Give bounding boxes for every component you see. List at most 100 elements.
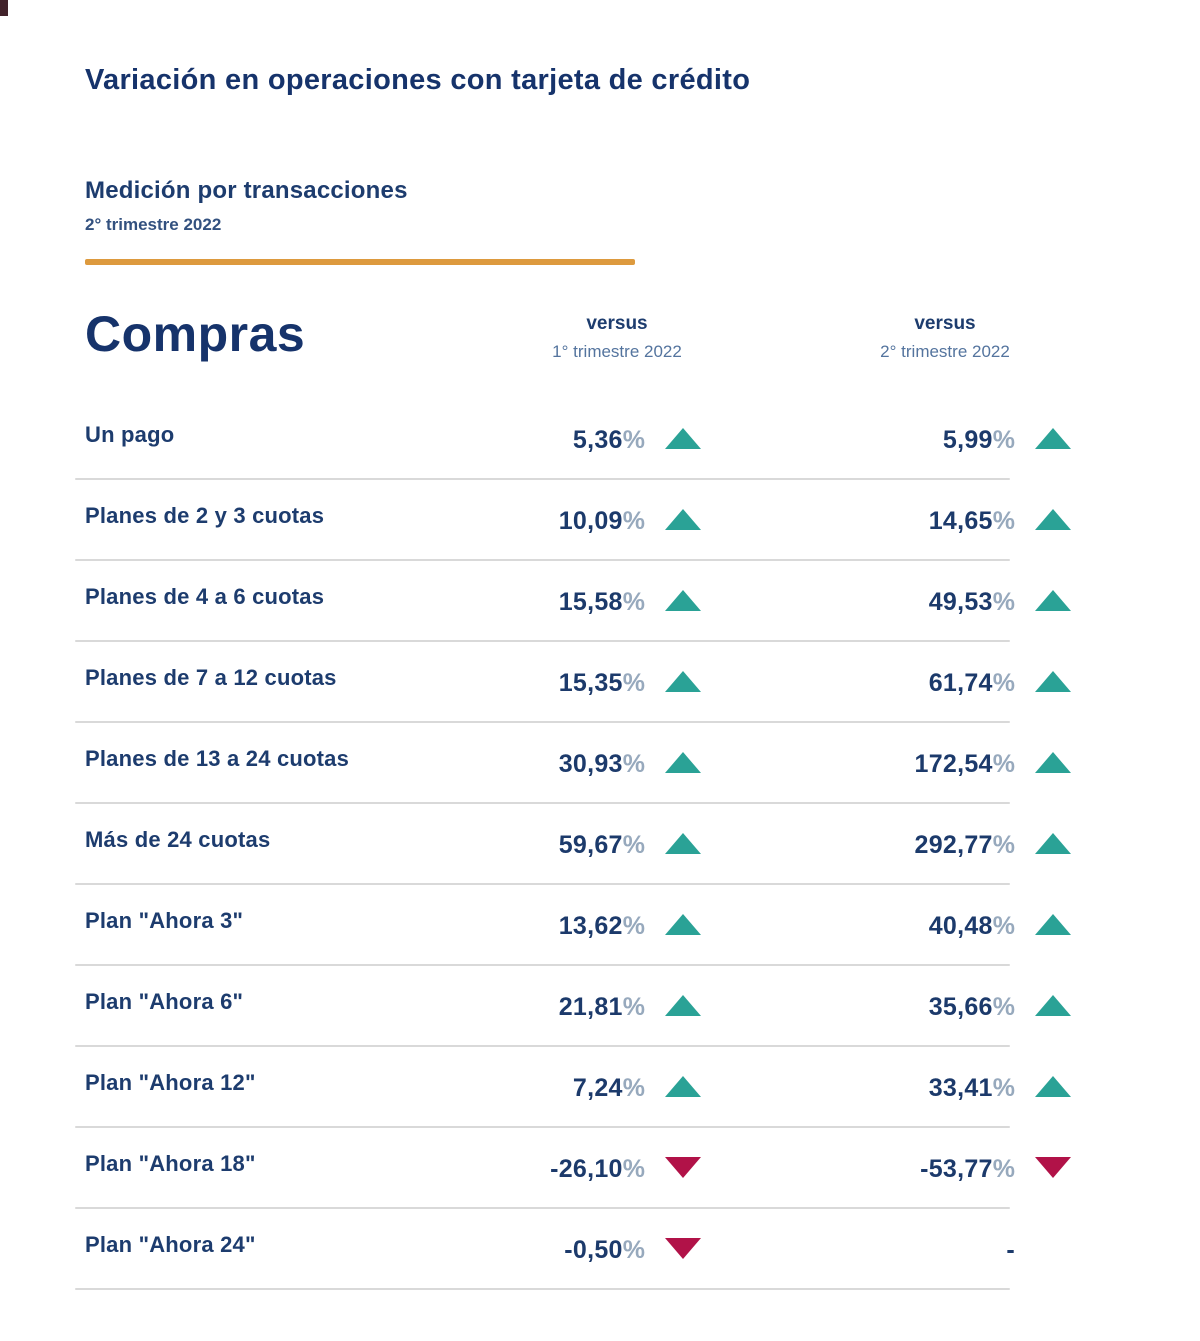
percent-sign: %	[622, 912, 645, 940]
percent-sign: %	[992, 993, 1015, 1021]
table-row: Planes de 2 y 3 cuotas 10,09% 14,65%	[75, 480, 1085, 561]
value-vs-q1: -0,50%	[564, 1236, 645, 1264]
column-header-vs-q2: versus 2° trimestre 2022	[880, 313, 1010, 362]
percent-sign: %	[992, 588, 1015, 616]
table-row: Planes de 4 a 6 cuotas 15,58% 49,53%	[75, 561, 1085, 642]
table-row: Plan "Ahora 6" 21,81% 35,66%	[75, 966, 1085, 1047]
section-subtitle: 2° trimestre 2022	[85, 215, 222, 234]
percent-sign: %	[622, 1236, 645, 1264]
row-label: Planes de 2 y 3 cuotas	[85, 502, 325, 528]
percent-sign: %	[622, 669, 645, 697]
value-vs-q2: 14,65%	[928, 507, 1015, 535]
row-label: Un pago	[85, 421, 175, 447]
percent-sign: %	[622, 588, 645, 616]
trend-up-icon	[1035, 589, 1071, 611]
value-vs-q2: 172,54%	[914, 750, 1016, 778]
row-label: Más de 24 cuotas	[85, 826, 271, 852]
trend-up-icon	[665, 994, 701, 1016]
corner-mark	[0, 0, 8, 16]
row-label: Plan "Ahora 6"	[85, 988, 244, 1014]
orange-divider	[85, 259, 635, 265]
trend-down-icon	[1035, 1156, 1071, 1178]
trend-up-icon	[1035, 913, 1071, 935]
value-vs-q1: 15,35%	[558, 669, 645, 697]
percent-sign: %	[992, 912, 1015, 940]
value-vs-q1: 13,62%	[558, 912, 645, 940]
value-vs-q2: 292,77%	[914, 831, 1016, 859]
percent-sign: %	[622, 1155, 645, 1183]
percent-sign: %	[992, 426, 1015, 454]
trend-up-icon	[665, 832, 701, 854]
trend-up-icon	[1035, 670, 1071, 692]
table-row: Un pago 5,36% 5,99%	[75, 399, 1085, 480]
table-header: Compras versus 1° trimestre 2022 versus …	[85, 306, 1085, 399]
column-versus-label: versus	[586, 313, 648, 334]
value-vs-q2: -53,77%	[920, 1155, 1015, 1183]
trend-up-icon	[1035, 427, 1071, 449]
percent-sign: %	[622, 507, 645, 535]
row-label: Plan "Ahora 18"	[85, 1150, 256, 1176]
column-header-vs-q1: versus 1° trimestre 2022	[552, 313, 682, 362]
value-vs-q1: 59,67%	[558, 831, 645, 859]
percent-sign: %	[622, 426, 645, 454]
value-vs-q1: 5,36%	[572, 426, 645, 454]
data-table: Un pago 5,36% 5,99% Planes de 2 y 3 cuot…	[75, 399, 1085, 1290]
row-label: Planes de 7 a 12 cuotas	[85, 664, 337, 690]
percent-sign: %	[992, 1074, 1015, 1102]
section-header: Medición por transacciones 2° trimestre …	[85, 177, 1200, 265]
trend-up-icon	[1035, 751, 1071, 773]
value-vs-q2: 49,53%	[928, 588, 1015, 616]
value-vs-q2: 35,66%	[928, 993, 1015, 1021]
trend-down-icon	[665, 1156, 701, 1178]
row-label: Plan "Ahora 24"	[85, 1231, 256, 1257]
column-period-label: 1° trimestre 2022	[552, 342, 682, 361]
table-row: Plan "Ahora 24" -0,50% -	[75, 1209, 1085, 1290]
value-vs-q1: 21,81%	[558, 993, 645, 1021]
column-period-label: 2° trimestre 2022	[880, 342, 1010, 361]
row-label: Planes de 13 a 24 cuotas	[85, 745, 350, 771]
value-vs-q2: -	[1006, 1236, 1015, 1264]
trend-up-icon	[665, 508, 701, 530]
group-title: Compras	[85, 306, 306, 362]
table-row: Planes de 13 a 24 cuotas 30,93% 172,54%	[75, 723, 1085, 804]
value-vs-q2: 33,41%	[928, 1074, 1015, 1102]
table-row: Plan "Ahora 18" -26,10% -53,77%	[75, 1128, 1085, 1209]
value-vs-q2: 40,48%	[928, 912, 1015, 940]
percent-sign: %	[992, 669, 1015, 697]
percent-sign: %	[622, 831, 645, 859]
trend-up-icon	[665, 670, 701, 692]
value-vs-q1: 15,58%	[558, 588, 645, 616]
table-row: Planes de 7 a 12 cuotas 15,35% 61,74%	[75, 642, 1085, 723]
trend-up-icon	[665, 913, 701, 935]
trend-up-icon	[665, 589, 701, 611]
trend-up-icon	[665, 1075, 701, 1097]
value-vs-q1: 30,93%	[558, 750, 645, 778]
trend-up-icon	[1035, 1075, 1071, 1097]
value-vs-q2: 5,99%	[942, 426, 1015, 454]
percent-sign: %	[992, 507, 1015, 535]
row-label: Planes de 4 a 6 cuotas	[85, 583, 325, 609]
percent-sign: %	[622, 750, 645, 778]
trend-up-icon	[1035, 508, 1071, 530]
value-vs-q1: -26,10%	[550, 1155, 645, 1183]
row-label: Plan "Ahora 3"	[85, 907, 244, 933]
trend-up-icon	[665, 751, 701, 773]
value-vs-q1: 10,09%	[558, 507, 645, 535]
value-vs-q2: 61,74%	[928, 669, 1015, 697]
percent-sign: %	[992, 831, 1015, 859]
trend-up-icon	[1035, 994, 1071, 1016]
trend-up-icon	[665, 427, 701, 449]
value-vs-q1: 7,24%	[572, 1074, 645, 1102]
percent-sign: %	[992, 1155, 1015, 1183]
table-row: Plan "Ahora 12" 7,24% 33,41%	[75, 1047, 1085, 1128]
row-label: Plan "Ahora 12"	[85, 1069, 256, 1095]
trend-down-icon	[665, 1237, 701, 1259]
percent-sign: %	[992, 750, 1015, 778]
trend-up-icon	[1035, 832, 1071, 854]
table-row: Plan "Ahora 3" 13,62% 40,48%	[75, 885, 1085, 966]
percent-sign: %	[622, 993, 645, 1021]
section-title: Medición por transacciones	[85, 177, 408, 204]
percent-sign: %	[622, 1074, 645, 1102]
column-versus-label: versus	[914, 313, 976, 334]
